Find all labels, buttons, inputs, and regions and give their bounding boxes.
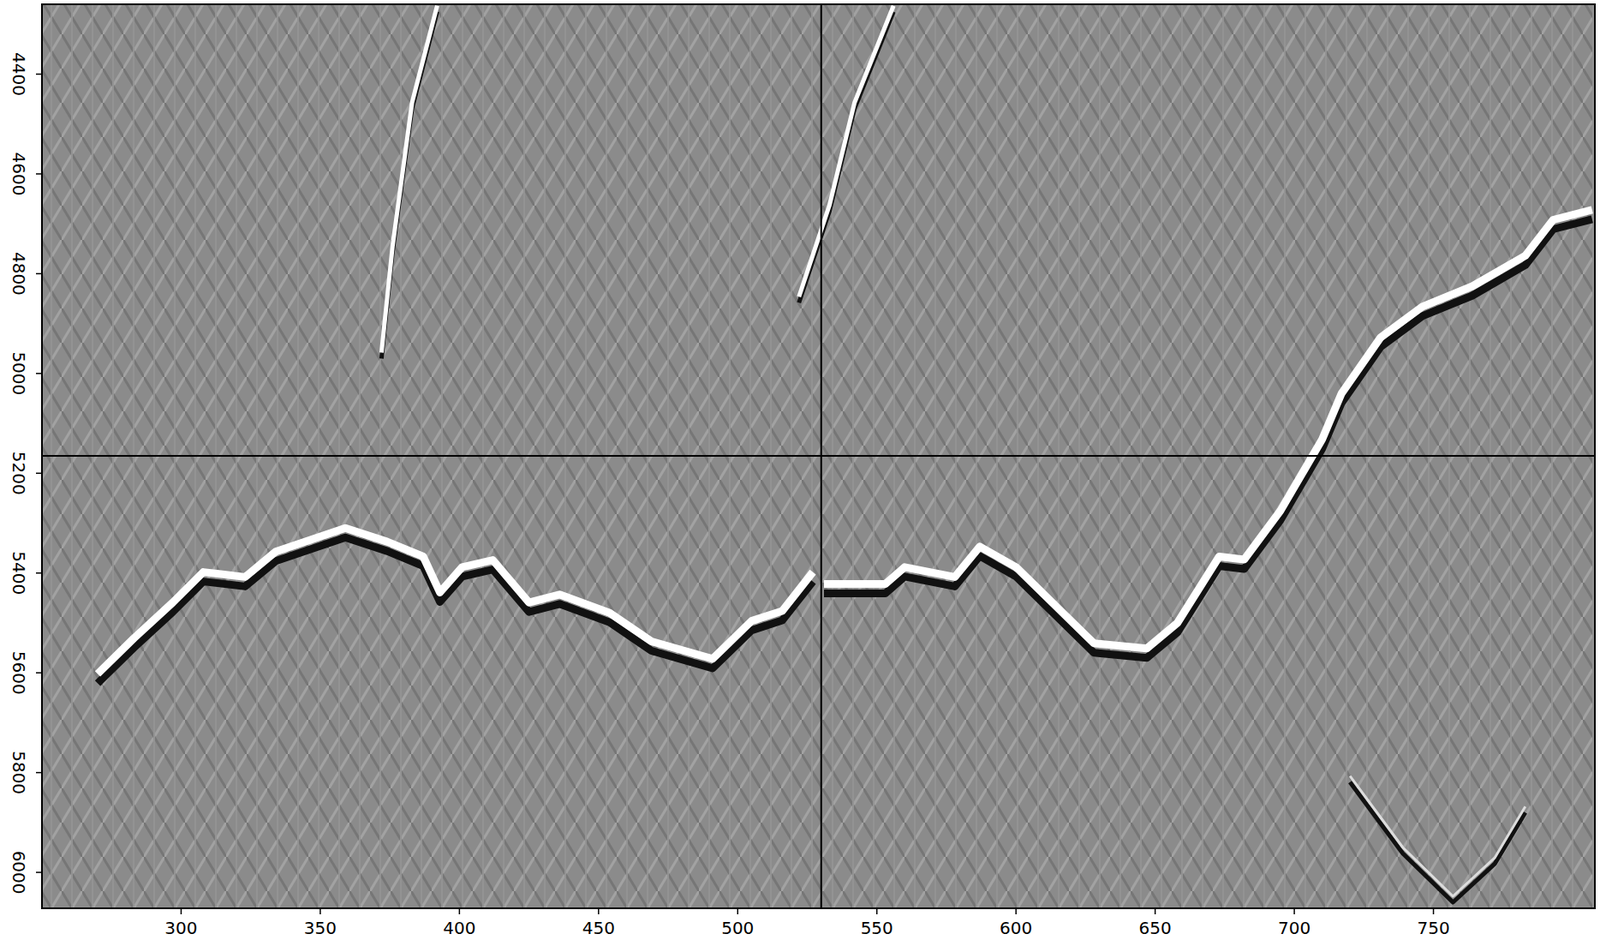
y-tick-label: 4600 bbox=[8, 152, 30, 197]
x-tick bbox=[1014, 907, 1017, 914]
y-tick-label: 5800 bbox=[8, 750, 30, 795]
x-tick-label: 700 bbox=[1277, 917, 1311, 938]
chart: 300 350 400 450 500 550 600 650 700 750 4400 4600 48… bbox=[0, 0, 1600, 946]
reflector bbox=[1349, 776, 1526, 896]
reflector bbox=[381, 5, 437, 353]
x-tick bbox=[876, 907, 878, 914]
x-tick bbox=[459, 907, 461, 914]
x-tick-label: 300 bbox=[164, 917, 198, 938]
reflector-shadow bbox=[381, 11, 437, 359]
y-tick-label: 4400 bbox=[8, 52, 30, 96]
reflector bbox=[97, 209, 1593, 675]
y-tick-label: 5000 bbox=[8, 351, 30, 395]
x-tick-label: 650 bbox=[1139, 917, 1172, 938]
x-tick bbox=[180, 907, 183, 914]
reflector-shadow bbox=[97, 219, 1593, 684]
plot-frame bbox=[41, 4, 1595, 908]
y-tick-label: 5400 bbox=[8, 550, 30, 595]
y-tick-label: 5600 bbox=[8, 650, 30, 695]
x-tick-label: 350 bbox=[304, 917, 337, 938]
y-tick bbox=[35, 372, 42, 375]
crosshair-horizontal bbox=[41, 454, 1595, 457]
y-tick bbox=[35, 771, 42, 774]
x-tick-label: 500 bbox=[721, 917, 754, 938]
x-tick bbox=[597, 907, 600, 914]
x-tick bbox=[1154, 907, 1157, 914]
y-tick bbox=[35, 173, 42, 175]
x-tick-label: 450 bbox=[582, 917, 615, 938]
x-tick bbox=[319, 907, 322, 914]
y-tick-label: 4800 bbox=[8, 251, 30, 296]
y-tick bbox=[35, 73, 42, 76]
x-tick-label: 550 bbox=[860, 917, 894, 938]
x-tick-label: 750 bbox=[1416, 917, 1450, 938]
x-tick-label: 600 bbox=[999, 917, 1033, 938]
x-tick-label: 400 bbox=[442, 917, 476, 938]
plot-area bbox=[41, 4, 1595, 908]
x-tick bbox=[1293, 907, 1296, 914]
x-tick bbox=[1432, 907, 1435, 914]
y-tick bbox=[35, 572, 42, 574]
plot-background bbox=[41, 4, 1595, 908]
y-tick bbox=[35, 671, 42, 674]
y-tick-label: 6000 bbox=[8, 850, 30, 895]
reflector-shadow bbox=[1349, 782, 1526, 902]
y-tick-label: 5200 bbox=[8, 451, 30, 496]
y-tick bbox=[35, 472, 42, 475]
y-tick bbox=[35, 871, 42, 873]
x-tick bbox=[737, 907, 740, 914]
y-tick bbox=[35, 273, 42, 275]
reflector bbox=[799, 5, 894, 298]
